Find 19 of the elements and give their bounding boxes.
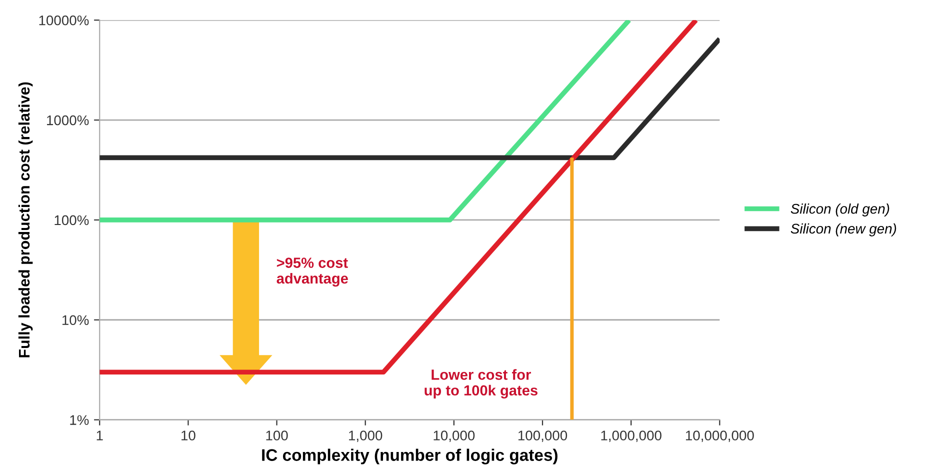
y-tick-label: 10%	[62, 315, 89, 326]
x-tick-label: 1,000	[349, 430, 382, 442]
x-tick-label: 10,000,000	[686, 430, 754, 442]
y-axis-title: Fully loaded production cost (relative)	[18, 82, 33, 358]
annotation: >95% cost advantage	[276, 258, 348, 287]
x-tick-label: 10,000	[434, 430, 475, 442]
x-axis-title: IC complexity (number of logic gates)	[262, 448, 558, 464]
annotation: Lower cost for up to 100k gates	[424, 369, 538, 399]
x-tick-label: 1,000,000	[601, 430, 662, 442]
y-tick-label: 100%	[54, 215, 89, 226]
legend-label: Silicon (new gen)	[790, 223, 896, 236]
x-tick-label: 1	[96, 430, 103, 440]
y-tick-label: 1000%	[47, 115, 89, 126]
x-tick-label: 100,000	[518, 430, 568, 442]
x-tick-label: 10	[182, 430, 196, 440]
y-tick-label: 10000%	[39, 15, 89, 26]
y-tick-label: 1%	[70, 415, 89, 425]
x-tick-label: 100	[266, 430, 288, 440]
legend-label: Silicon (old gen)	[790, 204, 890, 216]
